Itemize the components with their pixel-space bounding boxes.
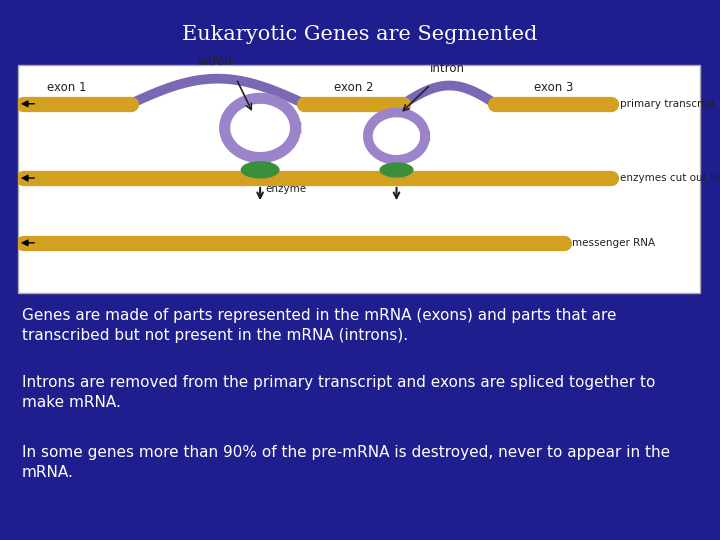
Text: Introns are removed from the primary transcript and exons are spliced together t: Introns are removed from the primary tra… [22,375,655,410]
Text: enzyme: enzyme [266,184,307,193]
Text: enzymes cut out the introns: enzymes cut out the introns [619,173,720,183]
Text: Eukaryotic Genes are Segmented: Eukaryotic Genes are Segmented [182,25,538,44]
Text: messenger RNA: messenger RNA [572,238,655,248]
Ellipse shape [380,163,413,177]
Text: intron: intron [430,63,465,76]
Text: exon 3: exon 3 [534,80,573,94]
Text: primary transcript: primary transcript [619,99,715,109]
Text: Genes are made of parts represented in the mRNA (exons) and parts that are
trans: Genes are made of parts represented in t… [22,308,616,343]
Text: In some genes more than 90% of the pre-mRNA is destroyed, never to appear in the: In some genes more than 90% of the pre-m… [22,445,670,481]
Text: exon 2: exon 2 [334,80,373,94]
Ellipse shape [241,162,279,178]
Text: intron: intron [198,55,233,68]
Text: exon 1: exon 1 [48,80,87,94]
FancyBboxPatch shape [18,65,700,293]
